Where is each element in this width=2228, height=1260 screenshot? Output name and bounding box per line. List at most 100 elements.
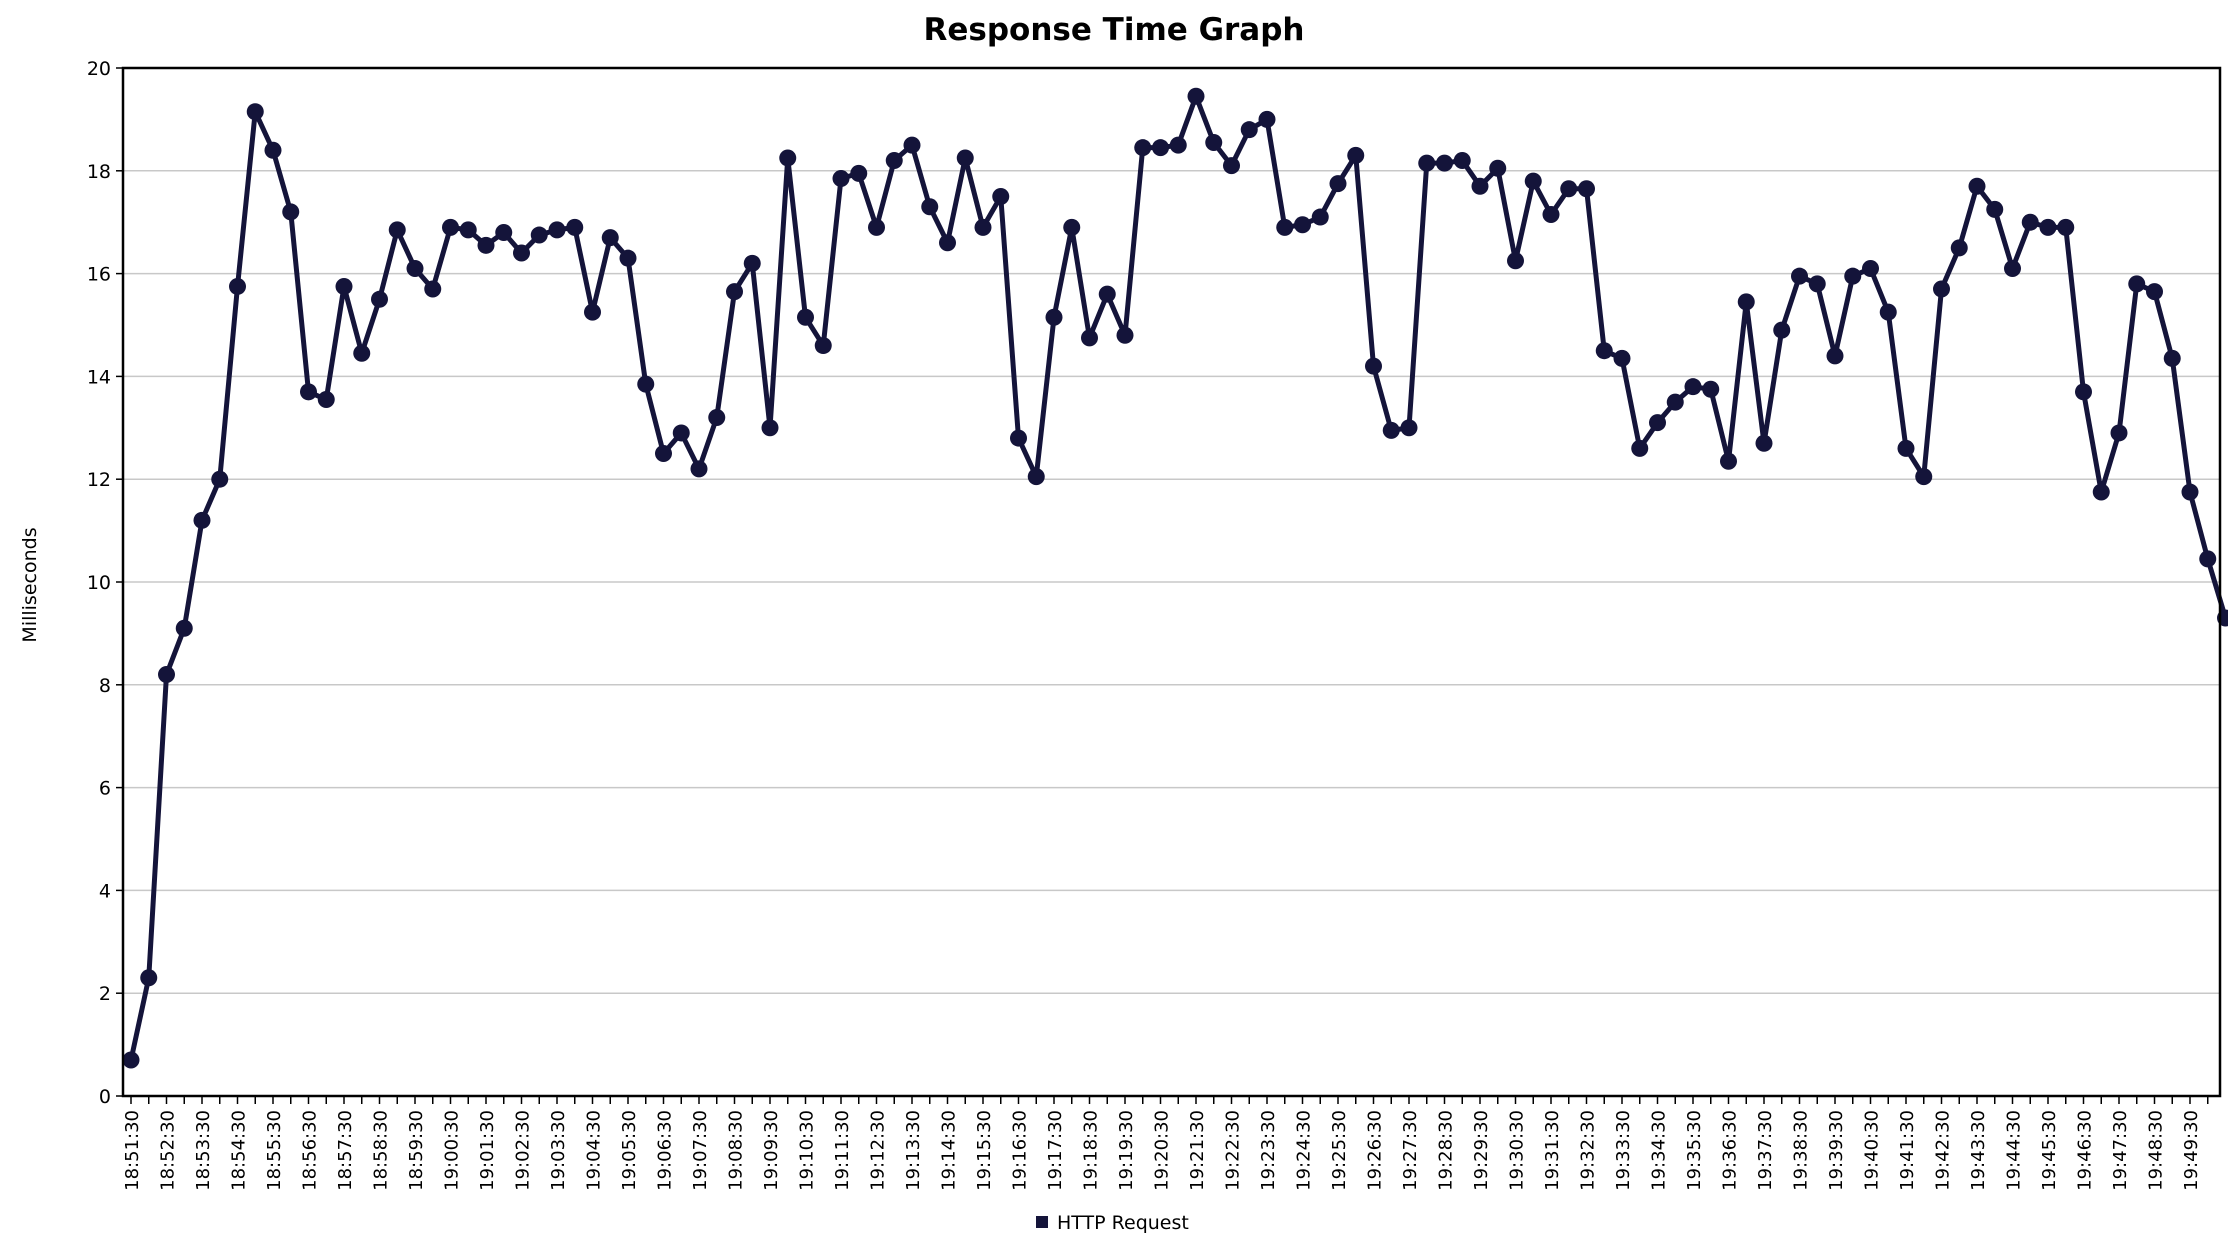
x-tick-label: 19:44:30: [2004, 1110, 2025, 1191]
legend: HTTP Request: [1036, 1212, 1189, 1234]
x-tick-label: 19:45:30: [2039, 1110, 2060, 1191]
data-point: [2004, 260, 2021, 277]
x-tick-label: 18:59:30: [406, 1110, 427, 1191]
legend-label-http-request: HTTP Request: [1057, 1212, 1189, 1234]
y-tick-label: 14: [87, 366, 111, 388]
data-point: [2057, 219, 2074, 236]
data-point: [442, 219, 459, 236]
x-tick-label: 19:15:30: [974, 1110, 995, 1191]
data-point: [726, 283, 743, 300]
data-point: [1507, 252, 1524, 269]
x-tick-label: 19:20:30: [1152, 1110, 1173, 1191]
x-tick-label: 18:58:30: [371, 1110, 392, 1191]
x-tick-label: 19:14:30: [939, 1110, 960, 1191]
data-point: [762, 419, 779, 436]
x-tick-label: 18:56:30: [300, 1110, 321, 1191]
data-point: [176, 620, 193, 637]
x-tick-label: 19:19:30: [1116, 1110, 1137, 1191]
x-tick-label: 19:39:30: [1826, 1110, 1847, 1191]
data-point: [1596, 342, 1613, 359]
x-tick-label: 19:13:30: [903, 1110, 924, 1191]
data-point: [1560, 180, 1577, 197]
data-point: [886, 152, 903, 169]
x-tick-label: 19:26:30: [1365, 1110, 1386, 1191]
data-point: [2217, 609, 2228, 626]
data-point: [691, 460, 708, 477]
data-point: [2022, 214, 2039, 231]
data-point: [975, 219, 992, 236]
data-point: [371, 291, 388, 308]
data-point: [495, 224, 512, 241]
data-point: [868, 219, 885, 236]
y-axis-label: Milliseconds: [19, 527, 41, 642]
x-tick-label: 19:18:30: [1081, 1110, 1102, 1191]
x-tick-label: 19:33:30: [1613, 1110, 1634, 1191]
x-tick-label: 18:52:30: [158, 1110, 179, 1191]
y-tick-label: 6: [99, 778, 111, 800]
x-tick-label: 19:09:30: [761, 1110, 782, 1191]
y-tick-label: 16: [87, 264, 111, 286]
data-point: [1880, 304, 1897, 321]
data-point: [1365, 358, 1382, 375]
x-tick-label: 18:54:30: [229, 1110, 250, 1191]
x-tick-label: 19:17:30: [1045, 1110, 1066, 1191]
x-tick-label: 19:48:30: [2146, 1110, 2167, 1191]
data-point: [1134, 139, 1151, 156]
data-point: [2199, 550, 2216, 567]
x-tick-label: 19:46:30: [2075, 1110, 2096, 1191]
x-tick-label: 19:38:30: [1791, 1110, 1812, 1191]
chart-title: Response Time Graph: [924, 12, 1305, 48]
x-tick-label: 19:31:30: [1542, 1110, 1563, 1191]
data-point: [1933, 281, 1950, 298]
data-point: [2164, 350, 2181, 367]
x-tick-label: 19:04:30: [584, 1110, 605, 1191]
data-point: [1436, 155, 1453, 172]
x-tick-label: 19:30:30: [1507, 1110, 1528, 1191]
data-point: [1205, 134, 1222, 151]
data-point: [1738, 293, 1755, 310]
y-tick-label: 10: [87, 572, 111, 594]
data-point: [549, 221, 566, 238]
data-point: [513, 245, 530, 262]
data-point: [708, 409, 725, 426]
data-point: [424, 281, 441, 298]
data-point: [815, 337, 832, 354]
x-tick-label: 19:07:30: [690, 1110, 711, 1191]
y-tick-label: 20: [87, 58, 111, 80]
series-http-request: [123, 88, 2228, 1069]
data-point: [2093, 484, 2110, 501]
data-point: [1986, 201, 2003, 218]
data-point: [1276, 219, 1293, 236]
y-tick-label: 4: [99, 880, 111, 902]
data-point: [584, 304, 601, 321]
data-point: [833, 170, 850, 187]
data-point: [389, 221, 406, 238]
data-point: [1898, 440, 1915, 457]
data-point: [637, 376, 654, 393]
data-point: [1223, 157, 1240, 174]
data-point: [1862, 260, 1879, 277]
data-point: [620, 250, 637, 267]
data-point: [673, 424, 690, 441]
data-point: [1383, 422, 1400, 439]
data-point: [1472, 178, 1489, 195]
data-point: [1951, 239, 1968, 256]
data-point: [1418, 155, 1435, 172]
x-tick-label: 18:55:30: [264, 1110, 285, 1191]
x-tick-label: 19:49:30: [2181, 1110, 2202, 1191]
data-point: [1809, 275, 1826, 292]
data-point: [1454, 152, 1471, 169]
x-tick-label: 19:12:30: [868, 1110, 889, 1191]
data-point: [602, 229, 619, 246]
data-point: [1188, 88, 1205, 105]
data-point: [460, 221, 477, 238]
data-point: [655, 445, 672, 462]
x-tick-label: 18:53:30: [193, 1110, 214, 1191]
data-point: [1347, 147, 1364, 164]
data-point: [1915, 468, 1932, 485]
data-point: [904, 137, 921, 154]
data-point: [1241, 121, 1258, 138]
x-tick-label: 19:27:30: [1400, 1110, 1421, 1191]
